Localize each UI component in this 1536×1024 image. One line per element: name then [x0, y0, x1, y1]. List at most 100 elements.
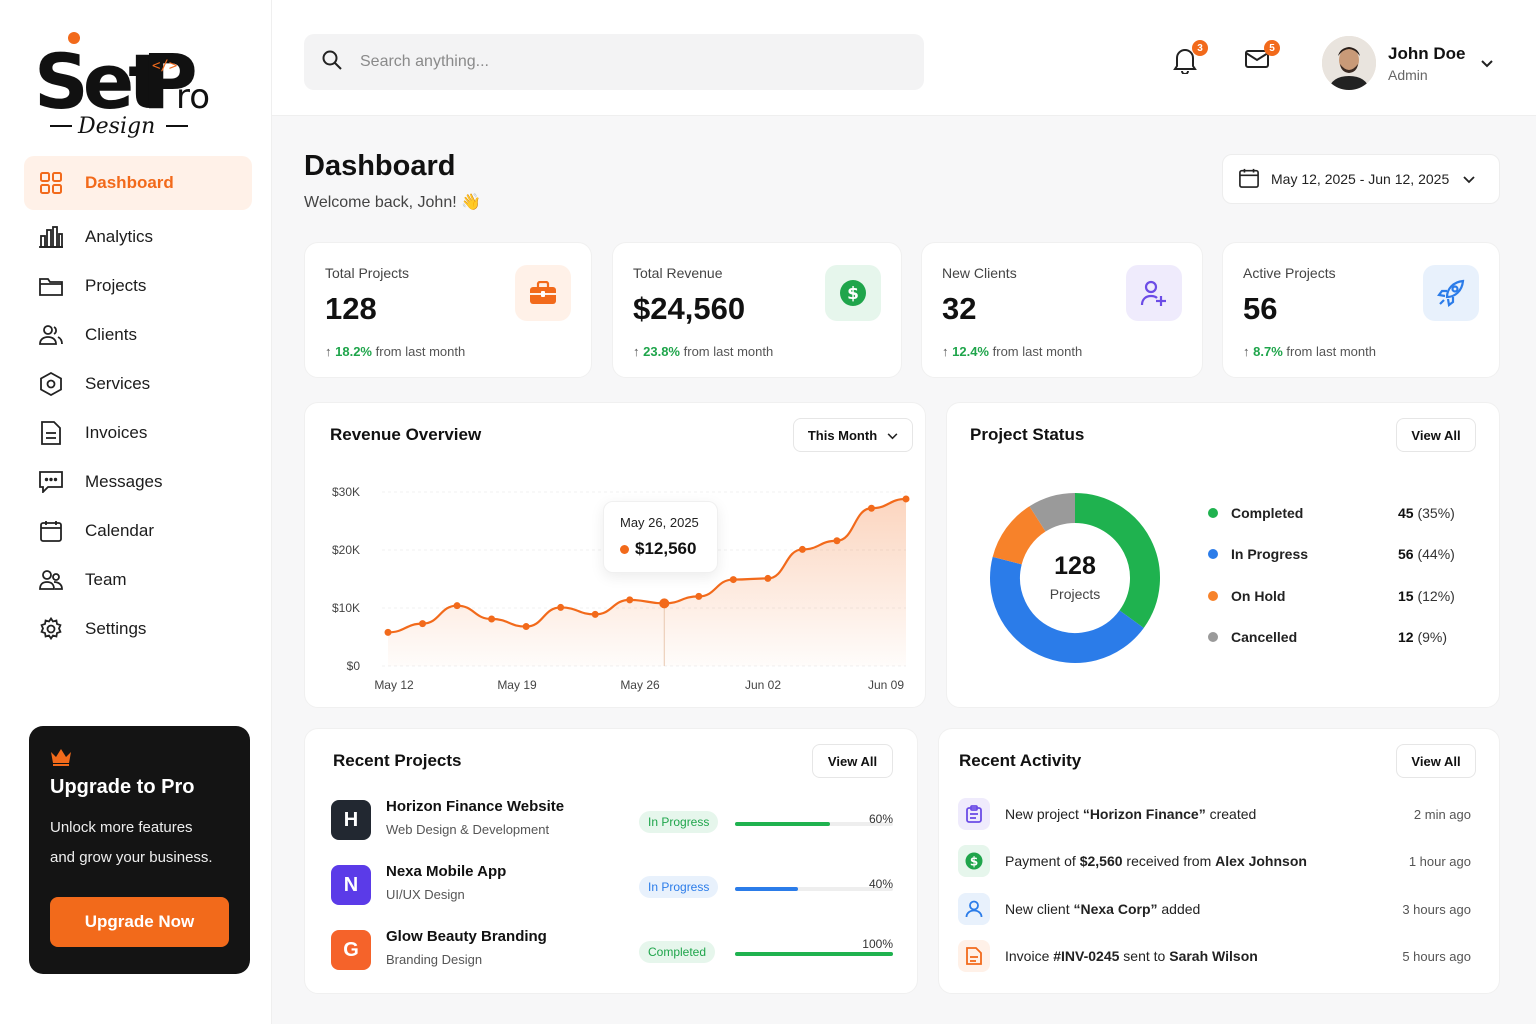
legend-dot — [1208, 508, 1218, 518]
sidebar-item-clients[interactable]: Clients — [24, 310, 252, 359]
tooltip-dot — [620, 544, 629, 554]
calendar-icon — [1239, 168, 1259, 191]
legend-in-progress: In Progress 56 (44%) — [1208, 546, 1468, 562]
sidebar-item-dashboard[interactable]: Dashboard — [24, 156, 252, 210]
legend-dot — [1208, 632, 1218, 642]
sidebar-item-calendar[interactable]: Calendar — [24, 506, 252, 555]
team-icon — [38, 567, 64, 593]
project-category: Branding Design — [386, 952, 483, 967]
legend-dot — [1208, 549, 1218, 559]
activity-text: Invoice #INV-0245 sent to Sarah Wilson — [1005, 948, 1258, 964]
search-bar[interactable] — [304, 34, 924, 90]
activity-text: New project “Horizon Finance” created — [1005, 806, 1257, 822]
dollar-icon: $ — [825, 265, 881, 321]
donut-center-value: 128 — [1054, 552, 1096, 580]
y-tick-label: $0 — [347, 659, 361, 673]
legend-label: In Progress — [1231, 546, 1309, 562]
page-title: Dashboard — [304, 150, 456, 182]
stat-card-new-clients[interactable]: New Clients 32 ↑ 12.4% from last month — [921, 242, 1203, 378]
donut-slice — [990, 556, 1144, 663]
activity-text: New client “Nexa Corp” added — [1005, 901, 1201, 917]
crown-icon — [50, 748, 72, 766]
chart-tooltip: May 26, 2025 $12,560 — [603, 501, 718, 573]
sidebar-item-analytics[interactable]: Analytics — [24, 212, 252, 261]
x-tick-label: May 12 — [374, 678, 414, 692]
stat-label: Active Projects — [1243, 265, 1336, 281]
activity-row[interactable]: New project “Horizon Finance” created 2 … — [958, 796, 1473, 832]
sidebar-item-label: Analytics — [85, 226, 154, 246]
progress-fill — [735, 887, 799, 891]
search-icon — [322, 50, 342, 75]
svg-text:</>: </> — [152, 58, 177, 74]
project-row[interactable]: G Glow Beauty Branding Branding Design C… — [331, 928, 893, 974]
data-point — [833, 537, 841, 545]
user-name[interactable]: John Doe — [1388, 44, 1466, 63]
project-category: Web Design & Development — [386, 822, 550, 837]
recent-activity-view-all-button[interactable]: View All — [1396, 744, 1476, 778]
project-avatar: G — [331, 930, 371, 970]
data-point — [867, 504, 875, 512]
stat-card-total-revenue[interactable]: Total Revenue $24,560 ↑ 23.8% from last … — [612, 242, 902, 378]
data-point — [591, 610, 599, 618]
sidebar-item-projects[interactable]: Projects — [24, 261, 252, 310]
upgrade-card: Upgrade to Pro Unlock more features and … — [29, 726, 250, 974]
recent-projects-view-all-button[interactable]: View All — [812, 744, 893, 778]
activity-row[interactable]: $ Payment of $2,560 received from Alex J… — [958, 843, 1473, 879]
stat-card-total-projects[interactable]: Total Projects 128 ↑ 18.2% from last mon… — [304, 242, 592, 378]
project-row[interactable]: N Nexa Mobile App UI/UX Design In Progre… — [331, 863, 893, 909]
upgrade-now-button[interactable]: Upgrade Now — [50, 897, 229, 947]
x-tick-label: Jun 02 — [745, 678, 781, 692]
stat-change: ↑ 18.2% from last month — [325, 344, 466, 359]
project-avatar: N — [331, 865, 371, 905]
messages-button[interactable]: 5 — [1244, 40, 1280, 76]
legend-value: 45 (35%) — [1398, 505, 1455, 521]
project-status-donut — [990, 493, 1160, 663]
mail-icon — [1244, 50, 1270, 76]
data-point — [798, 545, 806, 553]
data-point — [419, 620, 427, 628]
data-point — [522, 623, 530, 631]
svg-text:$: $ — [847, 284, 859, 304]
x-tick-label: Jun 09 — [868, 678, 904, 692]
project-status-card — [946, 402, 1500, 708]
y-tick-label: $30K — [332, 485, 360, 499]
svg-text:Design: Design — [77, 114, 155, 139]
sidebar-item-messages[interactable]: Messages — [24, 457, 252, 506]
upgrade-title: Upgrade to Pro — [50, 776, 195, 798]
stat-change: ↑ 23.8% from last month — [633, 344, 774, 359]
sidebar-item-settings[interactable]: Settings — [24, 604, 252, 653]
sidebar: Set P ro </> Design Dashboard Analytics — [0, 0, 272, 1024]
chevron-down-icon — [1463, 171, 1475, 187]
brand-logo[interactable]: Set P ro </> Design — [34, 30, 214, 142]
recent-projects-title: Recent Projects — [333, 751, 462, 770]
sidebar-item-invoices[interactable]: Invoices — [24, 408, 252, 457]
sidebar-nav: Dashboard Analytics Projects Clients Ser… — [24, 156, 252, 653]
period-select[interactable]: This Month — [793, 418, 913, 452]
stat-label: Total Revenue — [633, 265, 723, 281]
activity-time: 3 hours ago — [1402, 901, 1471, 917]
upgrade-line-1: Unlock more features — [50, 819, 193, 836]
activity-row[interactable]: Invoice #INV-0245 sent to Sarah Wilson 5… — [958, 938, 1473, 974]
legend-completed: Completed 45 (35%) — [1208, 505, 1468, 521]
data-point — [384, 628, 392, 636]
notifications-button[interactable]: 3 — [1172, 40, 1208, 75]
sidebar-item-team[interactable]: Team — [24, 555, 252, 604]
activity-row[interactable]: New client “Nexa Corp” added 3 hours ago — [958, 891, 1473, 927]
chevron-down-icon[interactable] — [1480, 56, 1494, 74]
project-status-view-all-button[interactable]: View All — [1396, 418, 1476, 452]
stat-card-active-projects[interactable]: Active Projects 56 ↑ 8.7% from last mont… — [1222, 242, 1500, 378]
sidebar-item-label: Invoices — [85, 422, 148, 442]
users-icon — [38, 322, 64, 348]
avatar[interactable] — [1322, 36, 1376, 90]
sidebar-item-label: Messages — [85, 471, 163, 491]
project-status-title: Project Status — [970, 425, 1085, 444]
svg-text:$: $ — [970, 855, 978, 869]
search-input[interactable] — [360, 53, 860, 71]
date-range-picker[interactable]: May 12, 2025 - Jun 12, 2025 — [1222, 154, 1500, 204]
sidebar-item-label: Calendar — [85, 520, 154, 540]
project-row[interactable]: H Horizon Finance Website Web Design & D… — [331, 798, 893, 844]
sidebar-item-services[interactable]: Services — [24, 359, 252, 408]
progress-fill — [735, 822, 830, 826]
revenue-title: Revenue Overview — [330, 425, 482, 444]
project-avatar: H — [331, 800, 371, 840]
